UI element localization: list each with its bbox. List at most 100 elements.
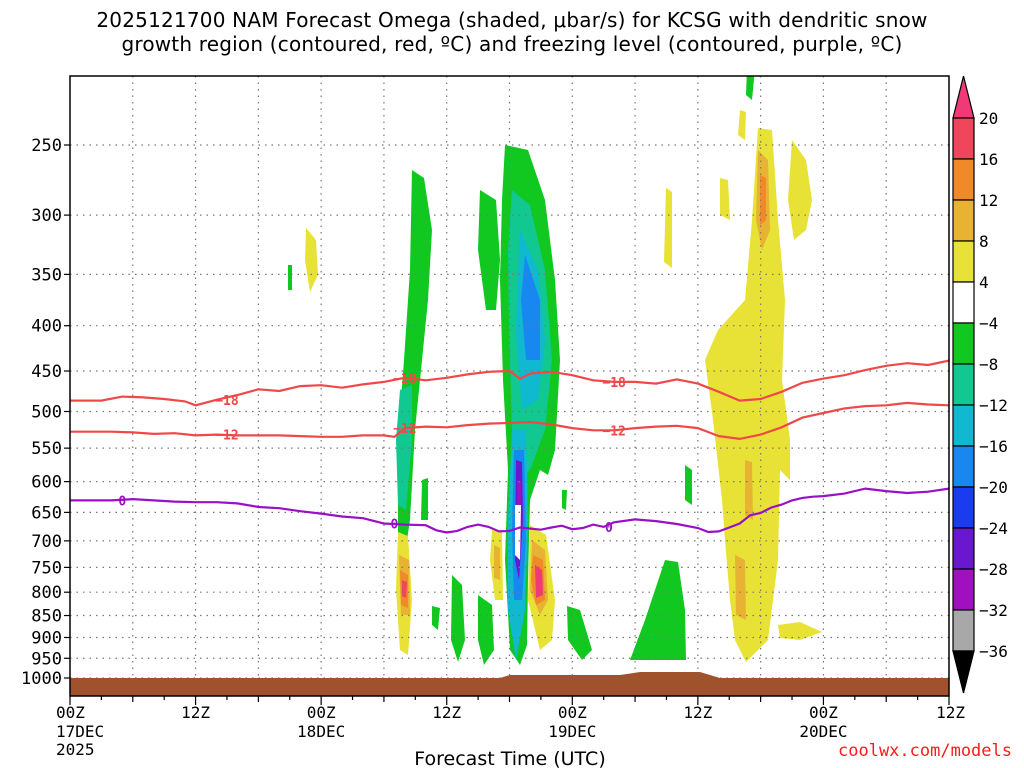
omega-region-positive	[745, 460, 753, 520]
colorbar-segment	[952, 199, 975, 242]
colorbar: 20 16 12 8 4 −4 −8 −12 −16 −20 −24 −28 −32 −36	[952, 75, 1008, 694]
y-tick-label: 400	[31, 317, 62, 337]
y-tick-label: 950	[31, 649, 62, 669]
contour-label: −18	[215, 394, 239, 409]
colorbar-label: −32	[979, 601, 1008, 620]
colorbar-segment	[952, 117, 975, 160]
contour-line	[70, 359, 949, 407]
colorbar-label: −8	[979, 355, 998, 374]
y-tick-label: 550	[31, 439, 62, 459]
omega-region-positive	[735, 555, 746, 620]
x-tick-label: 12Z	[683, 703, 712, 722]
omega-region-negative	[421, 478, 428, 520]
omega-region-positive	[664, 188, 672, 268]
colorbar-segment	[952, 486, 975, 529]
y-tick-label: 350	[31, 265, 62, 285]
x-year-label: 2025	[56, 740, 95, 759]
x-date-label: 19DEC	[548, 722, 596, 741]
omega-region-positive	[515, 505, 521, 560]
omega-region-negative	[478, 190, 500, 310]
colorbar-bottom-arrow	[952, 650, 975, 694]
x-date-label: 20DEC	[799, 722, 847, 741]
chart-title-line-2: growth region (contoured, red, ºC) and f…	[121, 32, 903, 56]
colorbar-top-arrow	[952, 75, 975, 119]
colorbar-label: 20	[979, 109, 998, 128]
colorbar-label: −28	[979, 560, 1008, 579]
omega-region-positive	[494, 545, 500, 580]
omega-region-negative	[567, 606, 592, 660]
x-tick-label: 12Z	[432, 703, 461, 722]
y-tick-label: 250	[31, 136, 62, 156]
contour-lines: −18 −18 −18 −12 −12 −12 0 0 0	[70, 359, 949, 536]
omega-region-negative	[630, 560, 686, 660]
colorbar-segment	[952, 609, 975, 652]
contour-label: −18	[602, 376, 626, 391]
omega-region-positive	[788, 140, 812, 240]
colorbar-label: −4	[979, 314, 998, 333]
omega-region-positive	[305, 228, 318, 292]
omega-region-negative	[521, 255, 540, 360]
colorbar-segment	[952, 445, 975, 488]
colorbar-segment	[952, 527, 975, 570]
colorbar-label: −36	[979, 642, 1008, 661]
omega-region-positive	[738, 110, 746, 140]
y-tick-label: 750	[31, 558, 62, 578]
contour-label: −12	[602, 424, 625, 439]
colorbar-segment	[952, 404, 975, 447]
y-axis: 2503003504004505005506006507007508008509…	[21, 136, 70, 689]
omega-region-positive	[720, 178, 730, 220]
omega-region-positive	[760, 175, 766, 225]
x-tick-label: 00Z	[809, 703, 838, 722]
omega-region-positive	[402, 580, 407, 598]
x-date-label: 17DEC	[56, 722, 104, 741]
y-tick-label: 450	[31, 362, 62, 382]
contour-label: 0	[118, 494, 126, 509]
colorbar-label: 16	[979, 150, 998, 169]
colorbar-label: −24	[979, 519, 1008, 538]
y-tick-label: 300	[31, 206, 62, 226]
contour-label: 0	[390, 517, 398, 532]
colorbar-label: 4	[979, 273, 989, 292]
x-axis-title: Forecast Time (UTC)	[414, 748, 605, 768]
colorbar-label: 8	[979, 232, 989, 251]
contour-label: −12	[393, 422, 416, 437]
contour-label: −12	[215, 429, 238, 444]
y-tick-label: 1000	[21, 669, 62, 689]
omega-region-negative	[562, 490, 567, 510]
contour-line	[70, 401, 949, 441]
terrain	[70, 672, 949, 696]
contour-label: 0	[605, 521, 613, 536]
colorbar-segment	[952, 240, 975, 283]
colorbar-segment	[952, 158, 975, 201]
omega-region-negative	[432, 606, 440, 630]
colorbar-segment	[952, 322, 975, 365]
omega-shading	[288, 76, 822, 665]
colorbar-label: −20	[979, 478, 1008, 497]
y-tick-label: 800	[31, 583, 62, 603]
y-tick-label: 700	[31, 532, 62, 552]
x-tick-label: 00Z	[56, 703, 85, 722]
omega-region-negative	[396, 385, 412, 510]
omega-region-positive	[535, 565, 543, 598]
omega-region-positive	[705, 128, 790, 662]
contour-label: −18	[393, 372, 417, 387]
colorbar-segment	[952, 281, 975, 324]
y-tick-label: 600	[31, 473, 62, 493]
x-tick-label: 00Z	[558, 703, 587, 722]
colorbar-segment	[952, 363, 975, 406]
x-tick-label: 12Z	[936, 703, 965, 722]
chart-title-line-1: 2025121700 NAM Forecast Omega (shaded, μ…	[96, 8, 928, 32]
omega-region-positive	[778, 622, 822, 640]
credit-text: coolwx.com/models	[838, 741, 1012, 761]
omega-region-negative	[478, 595, 494, 665]
colorbar-label: −16	[979, 437, 1008, 456]
y-tick-label: 500	[31, 403, 62, 423]
y-tick-label: 850	[31, 607, 62, 627]
omega-region-negative	[288, 265, 292, 290]
colorbar-label: −12	[979, 396, 1008, 415]
omega-region-negative	[746, 76, 755, 100]
colorbar-label: 12	[979, 191, 998, 210]
x-date-label: 18DEC	[297, 722, 345, 741]
